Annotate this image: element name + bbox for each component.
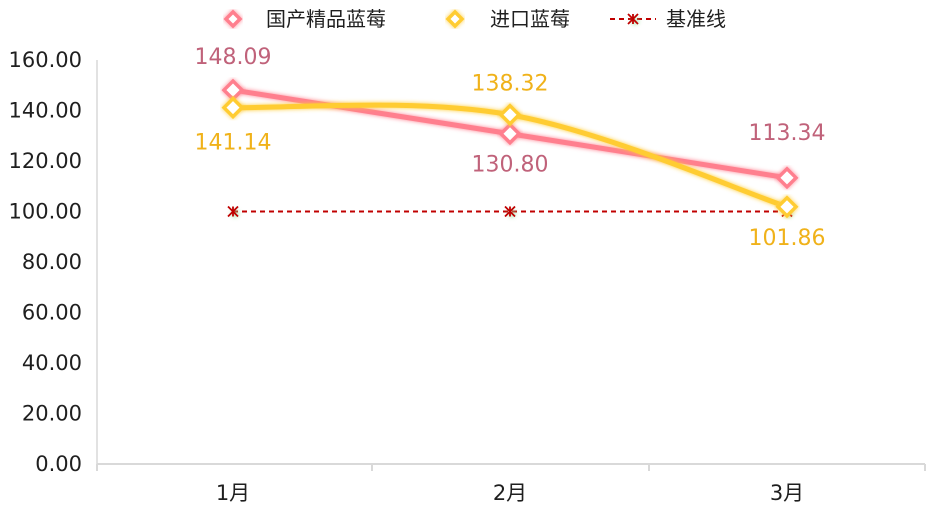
- axes: 0.00 20.00 40.00 60.00 80.00 100.00 120.00 140.…: [9, 48, 926, 505]
- legend-label: 基准线: [666, 7, 726, 31]
- legend-item: 国产精品蓝莓: [210, 7, 386, 31]
- diamond-marker: [498, 103, 522, 127]
- y-tick-label: 20.00: [22, 402, 82, 426]
- legend-item: 进口蓝莓: [432, 7, 570, 31]
- data-label-domestic: 130.80: [472, 153, 549, 178]
- y-tick-label: 100.00: [9, 200, 82, 224]
- data-label-domestic: 148.09: [195, 45, 272, 70]
- diamond-marker: [445, 9, 465, 29]
- y-tick-label: 80.00: [22, 250, 82, 274]
- y-tick-label: 120.00: [9, 149, 82, 173]
- legend-label: 国产精品蓝莓: [266, 7, 386, 31]
- asterisk-marker: [504, 205, 516, 218]
- y-tick-label: 140.00: [9, 99, 82, 123]
- legend-label: 进口蓝莓: [490, 7, 570, 31]
- diamond-marker: [498, 122, 522, 146]
- asterisk-marker: [627, 13, 639, 25]
- x-tick-label: 2月: [493, 481, 527, 505]
- legend: 国产精品蓝莓 进口蓝莓 基准线: [210, 7, 726, 31]
- data-label-imported: 138.32: [472, 72, 549, 97]
- x-tick-label: 1月: [216, 481, 250, 505]
- y-tick-label: 160.00: [9, 48, 82, 72]
- legend-item: 基准线: [610, 7, 726, 31]
- series-imported-blueberry: [221, 96, 799, 219]
- y-tick-label: 40.00: [22, 351, 82, 375]
- asterisk-marker: [227, 205, 239, 218]
- y-tick-label: 0.00: [35, 452, 82, 476]
- data-label-imported: 141.14: [195, 131, 272, 156]
- diamond-marker: [223, 9, 243, 29]
- x-tick-label: 3月: [770, 481, 804, 505]
- data-label-domestic: 113.34: [749, 121, 826, 146]
- diamond-marker: [221, 96, 245, 120]
- series-layer: [221, 78, 799, 219]
- y-tick-label: 60.00: [22, 301, 82, 325]
- diamond-marker: [775, 195, 799, 219]
- series-baseline: [227, 205, 793, 218]
- data-labels: 148.09 130.80 113.34 141.14 138.32 101.86: [195, 45, 826, 251]
- data-label-imported: 101.86: [749, 226, 826, 251]
- diamond-marker: [775, 166, 799, 190]
